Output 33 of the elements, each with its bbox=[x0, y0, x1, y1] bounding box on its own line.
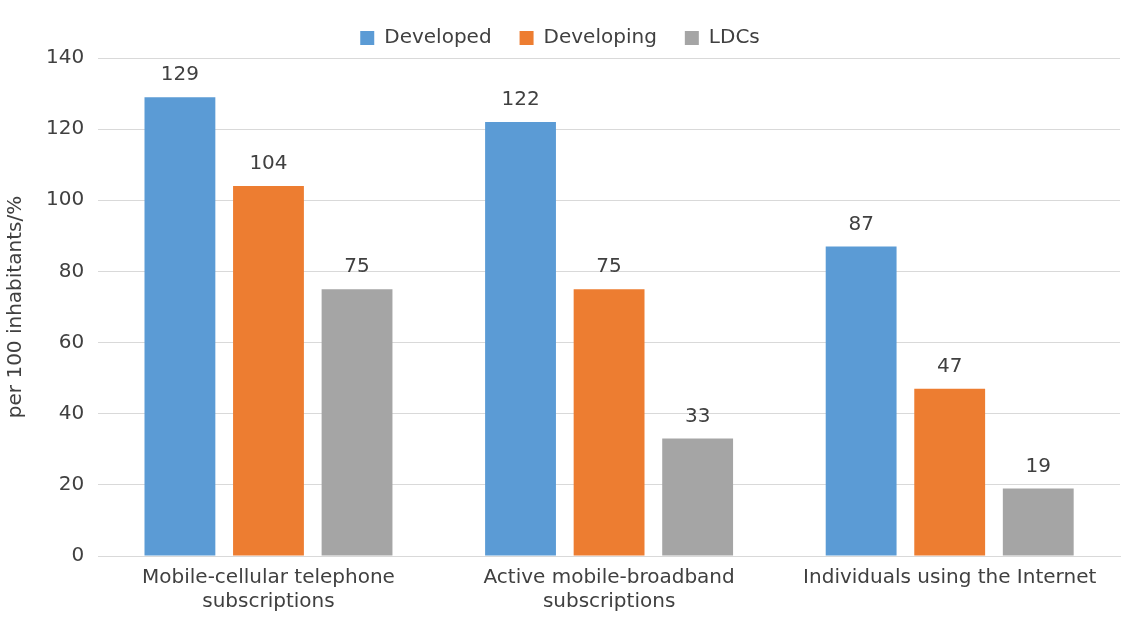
y-tick-label: 120 bbox=[45, 115, 85, 140]
data-label: 19 bbox=[1025, 452, 1051, 477]
bar bbox=[485, 122, 556, 556]
data-label: 122 bbox=[501, 86, 540, 111]
data-label: 33 bbox=[684, 402, 711, 427]
x-tick-label: Individuals using the Internet bbox=[803, 564, 1097, 589]
bar bbox=[144, 97, 216, 556]
bar bbox=[914, 388, 986, 556]
y-tick-label: 80 bbox=[58, 257, 85, 282]
y-tick-label: 60 bbox=[58, 328, 85, 353]
data-label: 129 bbox=[160, 61, 200, 86]
data-label: 104 bbox=[249, 150, 288, 175]
x-tick-label: Mobile-cellular telephone subscriptions bbox=[142, 564, 395, 613]
y-tick-label: 100 bbox=[45, 186, 85, 211]
y-axis-title: per 100 inhabitants/% bbox=[2, 195, 27, 419]
bar bbox=[1002, 488, 1074, 556]
data-label: 47 bbox=[936, 353, 963, 378]
bar bbox=[662, 438, 734, 556]
bar bbox=[233, 186, 304, 556]
y-tick-label: 20 bbox=[58, 471, 85, 496]
data-label: 75 bbox=[596, 253, 622, 278]
data-label: 87 bbox=[848, 210, 874, 235]
y-tick-label: 0 bbox=[71, 542, 85, 567]
y-tick-label: 140 bbox=[45, 44, 85, 69]
x-tick-label: Active mobile-broadband subscriptions bbox=[483, 564, 735, 613]
legend-label: Developed bbox=[384, 24, 492, 49]
legend-label: LDCs bbox=[708, 24, 760, 49]
data-label: 75 bbox=[344, 253, 370, 278]
y-tick-label: 40 bbox=[58, 399, 85, 424]
legend-label: Developing bbox=[543, 24, 657, 49]
bar bbox=[573, 289, 645, 556]
bar bbox=[825, 246, 897, 556]
bar bbox=[321, 289, 393, 556]
